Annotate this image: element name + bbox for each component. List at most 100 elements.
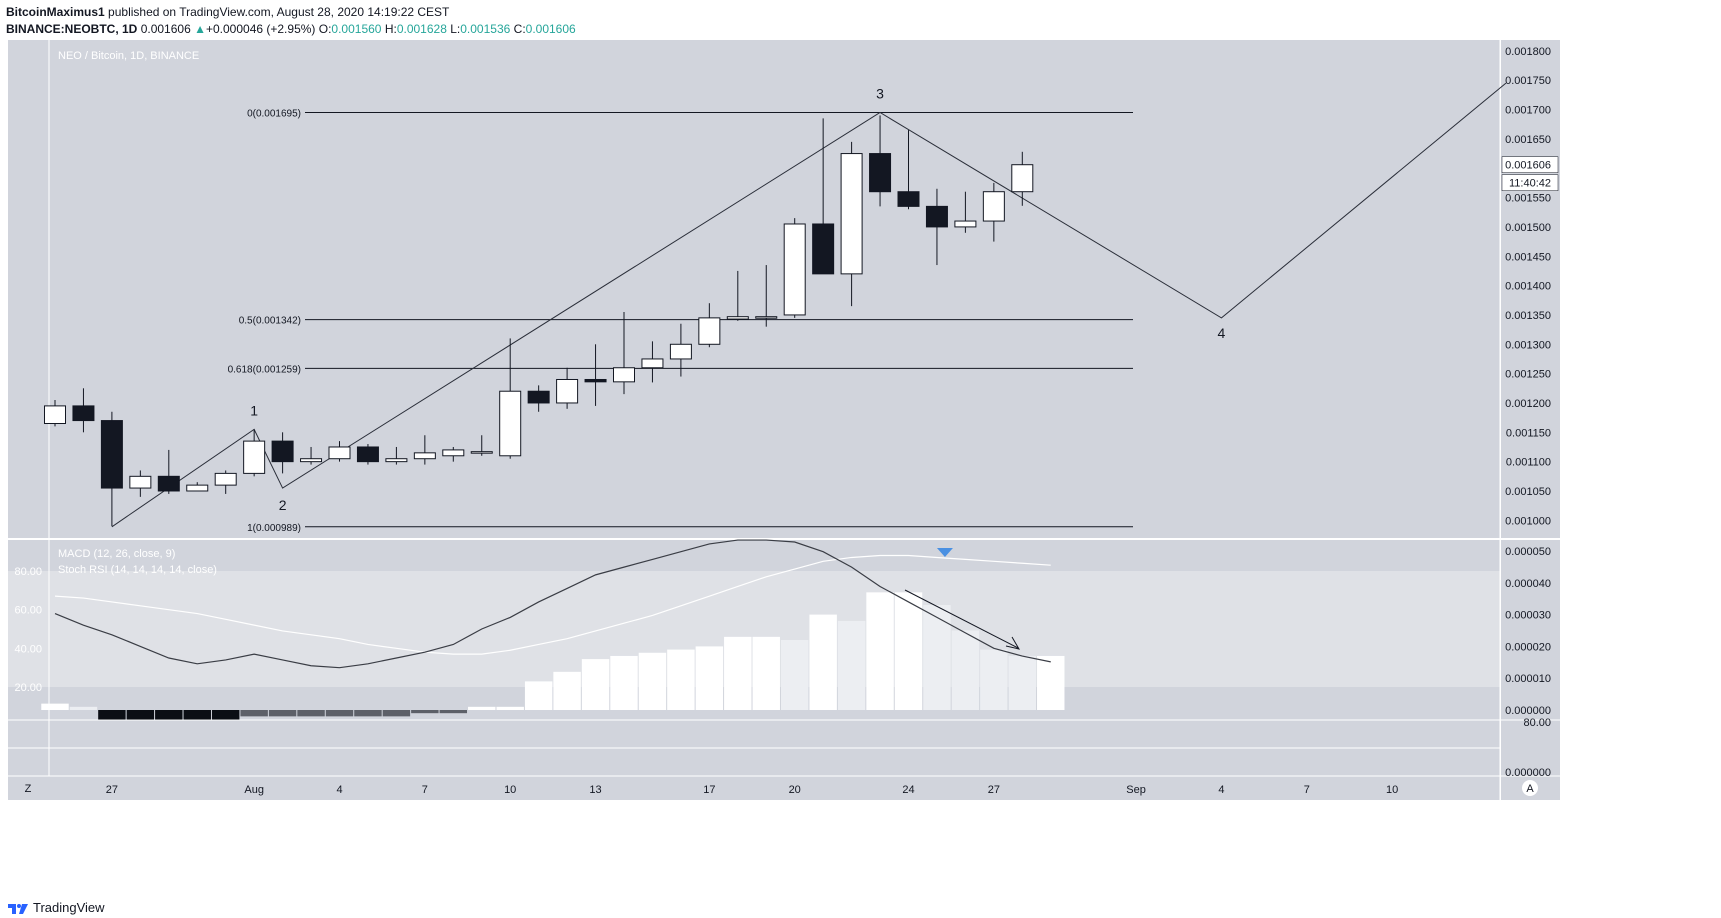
countdown-label: 11:40:42 <box>1509 178 1551 190</box>
stoch-rsi-label: Stoch RSI (14, 14, 14, 14, close) <box>58 564 217 576</box>
fib-level-label: 0.618(0.001259) <box>228 364 301 375</box>
time-tick-label: 27 <box>988 784 1000 796</box>
time-tick-label: 10 <box>504 784 516 796</box>
price-tick-label: 0.001100 <box>1506 457 1551 469</box>
price-tick-label: 0.001500 <box>1505 222 1551 234</box>
price-tick-label: 0.001300 <box>1505 339 1551 351</box>
time-tick-label: 7 <box>422 784 428 796</box>
macd-histogram-bar <box>553 671 581 710</box>
time-tick-label: 27 <box>106 784 118 796</box>
fib-level-label: 0.5(0.001342) <box>239 316 301 327</box>
candle-body <box>442 449 465 457</box>
time-tick-label: 24 <box>902 784 914 796</box>
signal-marker-icon <box>936 548 953 557</box>
publish-info: BitcoinMaximus1 published on TradingView… <box>6 5 449 19</box>
time-axis-bg <box>8 776 1500 800</box>
price-tick-label: 0.001700 <box>1505 105 1551 117</box>
macd-tick-label: 0.000030 <box>1505 610 1551 622</box>
macd-histogram-bar <box>923 605 951 710</box>
candle-body <box>698 317 721 345</box>
price-tick-label: 0.001650 <box>1505 134 1551 146</box>
fib-level-label: 0(0.001695) <box>247 108 301 119</box>
macd-tick-label: 0.000000 <box>1505 705 1551 717</box>
price-change: +0.000046 (+2.95%) <box>205 22 316 36</box>
time-tick-label: 10 <box>1386 784 1398 796</box>
time-tick-label: 4 <box>1218 784 1224 796</box>
macd-histogram-bar <box>183 710 211 720</box>
candle-body <box>669 343 692 360</box>
trend-arrow-head-icon <box>1005 636 1021 650</box>
macd-histogram-bar <box>980 649 1008 710</box>
macd-histogram-bar <box>837 620 866 710</box>
tradingview-logo-icon <box>8 903 28 914</box>
price-tick-label: 0.001200 <box>1505 398 1551 410</box>
macd-histogram-bar <box>268 710 297 717</box>
candle-body <box>100 420 123 489</box>
candle-body <box>271 440 294 463</box>
candle-body <box>812 223 835 275</box>
macd-histogram-bar <box>524 681 553 710</box>
macd-label: MACD (12, 26, close, 9) <box>58 548 175 560</box>
open-label: O: <box>318 22 332 36</box>
price-tick-label: 0.001150 <box>1506 427 1551 439</box>
candle-body <box>783 223 806 316</box>
wave-label: 2 <box>279 497 287 513</box>
close-label: C: <box>513 22 526 36</box>
macd-histogram-bar <box>468 706 496 710</box>
author-name[interactable]: BitcoinMaximus1 <box>6 5 105 19</box>
macd-histogram-bar <box>1008 655 1037 710</box>
price-tick-label: 0.001050 <box>1505 486 1551 498</box>
publish-text: published on TradingView.com, August 28,… <box>108 5 450 19</box>
macd-histogram-bar <box>581 659 610 710</box>
macd-histogram-bar <box>126 710 155 720</box>
price-tick-label: 0.001750 <box>1505 75 1551 87</box>
macd-tick-label: 0.000020 <box>1505 641 1551 653</box>
wave-label: 1 <box>250 402 258 418</box>
candle-body <box>954 220 977 228</box>
candle-body <box>982 191 1005 222</box>
candle-body <box>869 153 892 193</box>
candle-body <box>300 458 323 463</box>
candle-body <box>129 475 152 489</box>
time-tick-label: 20 <box>789 784 801 796</box>
footer-brand[interactable]: TradingView <box>33 900 105 915</box>
candle-body <box>356 446 379 463</box>
extra-tick-label: 0.000000 <box>1505 767 1551 779</box>
stoch-tick-label: 60.00 <box>14 605 42 617</box>
macd-histogram-bar <box>411 710 439 714</box>
macd-histogram-bar <box>354 710 382 717</box>
time-tick-label: Aug <box>244 784 264 796</box>
price-axis-bg <box>1501 40 1560 800</box>
chart-title: NEO / Bitcoin, 1D, BINANCE <box>58 50 199 62</box>
candle-body <box>328 446 351 460</box>
time-tick-label: 4 <box>336 784 342 796</box>
candle-body <box>243 440 266 474</box>
macd-histogram-bar <box>951 630 980 710</box>
candle-body <box>726 316 749 320</box>
candle-body <box>214 472 237 486</box>
candle-body <box>897 191 920 207</box>
macd-histogram-bar <box>809 614 837 710</box>
macd-histogram-bar <box>382 710 411 717</box>
price-pane-bg <box>8 40 1500 538</box>
last-price-label: 0.001606 <box>1505 160 1551 172</box>
time-tick-label: 7 <box>1304 784 1310 796</box>
macd-histogram-bar <box>695 646 724 710</box>
trend-arrow-line <box>904 589 1019 649</box>
macd-tick-label: 0.000050 <box>1505 546 1551 558</box>
macd-histogram-bar <box>211 710 240 720</box>
price-tick-label: 0.001000 <box>1505 515 1551 527</box>
macd-histogram-bar <box>41 703 69 710</box>
footer-branding: TradingView <box>8 900 105 915</box>
change-arrow-icon: ▲ <box>194 22 206 36</box>
last-price-box <box>1501 156 1559 173</box>
macd-histogram-bar <box>325 710 354 717</box>
macd-histogram-bar <box>297 710 325 717</box>
price-tick-label: 0.001250 <box>1505 369 1551 381</box>
stoch-tick-label: 40.00 <box>14 643 42 655</box>
macd-histogram-bar <box>638 652 667 710</box>
high-value: 0.001628 <box>396 22 447 36</box>
macd-histogram-bar <box>866 592 894 710</box>
candle-body <box>527 390 550 404</box>
